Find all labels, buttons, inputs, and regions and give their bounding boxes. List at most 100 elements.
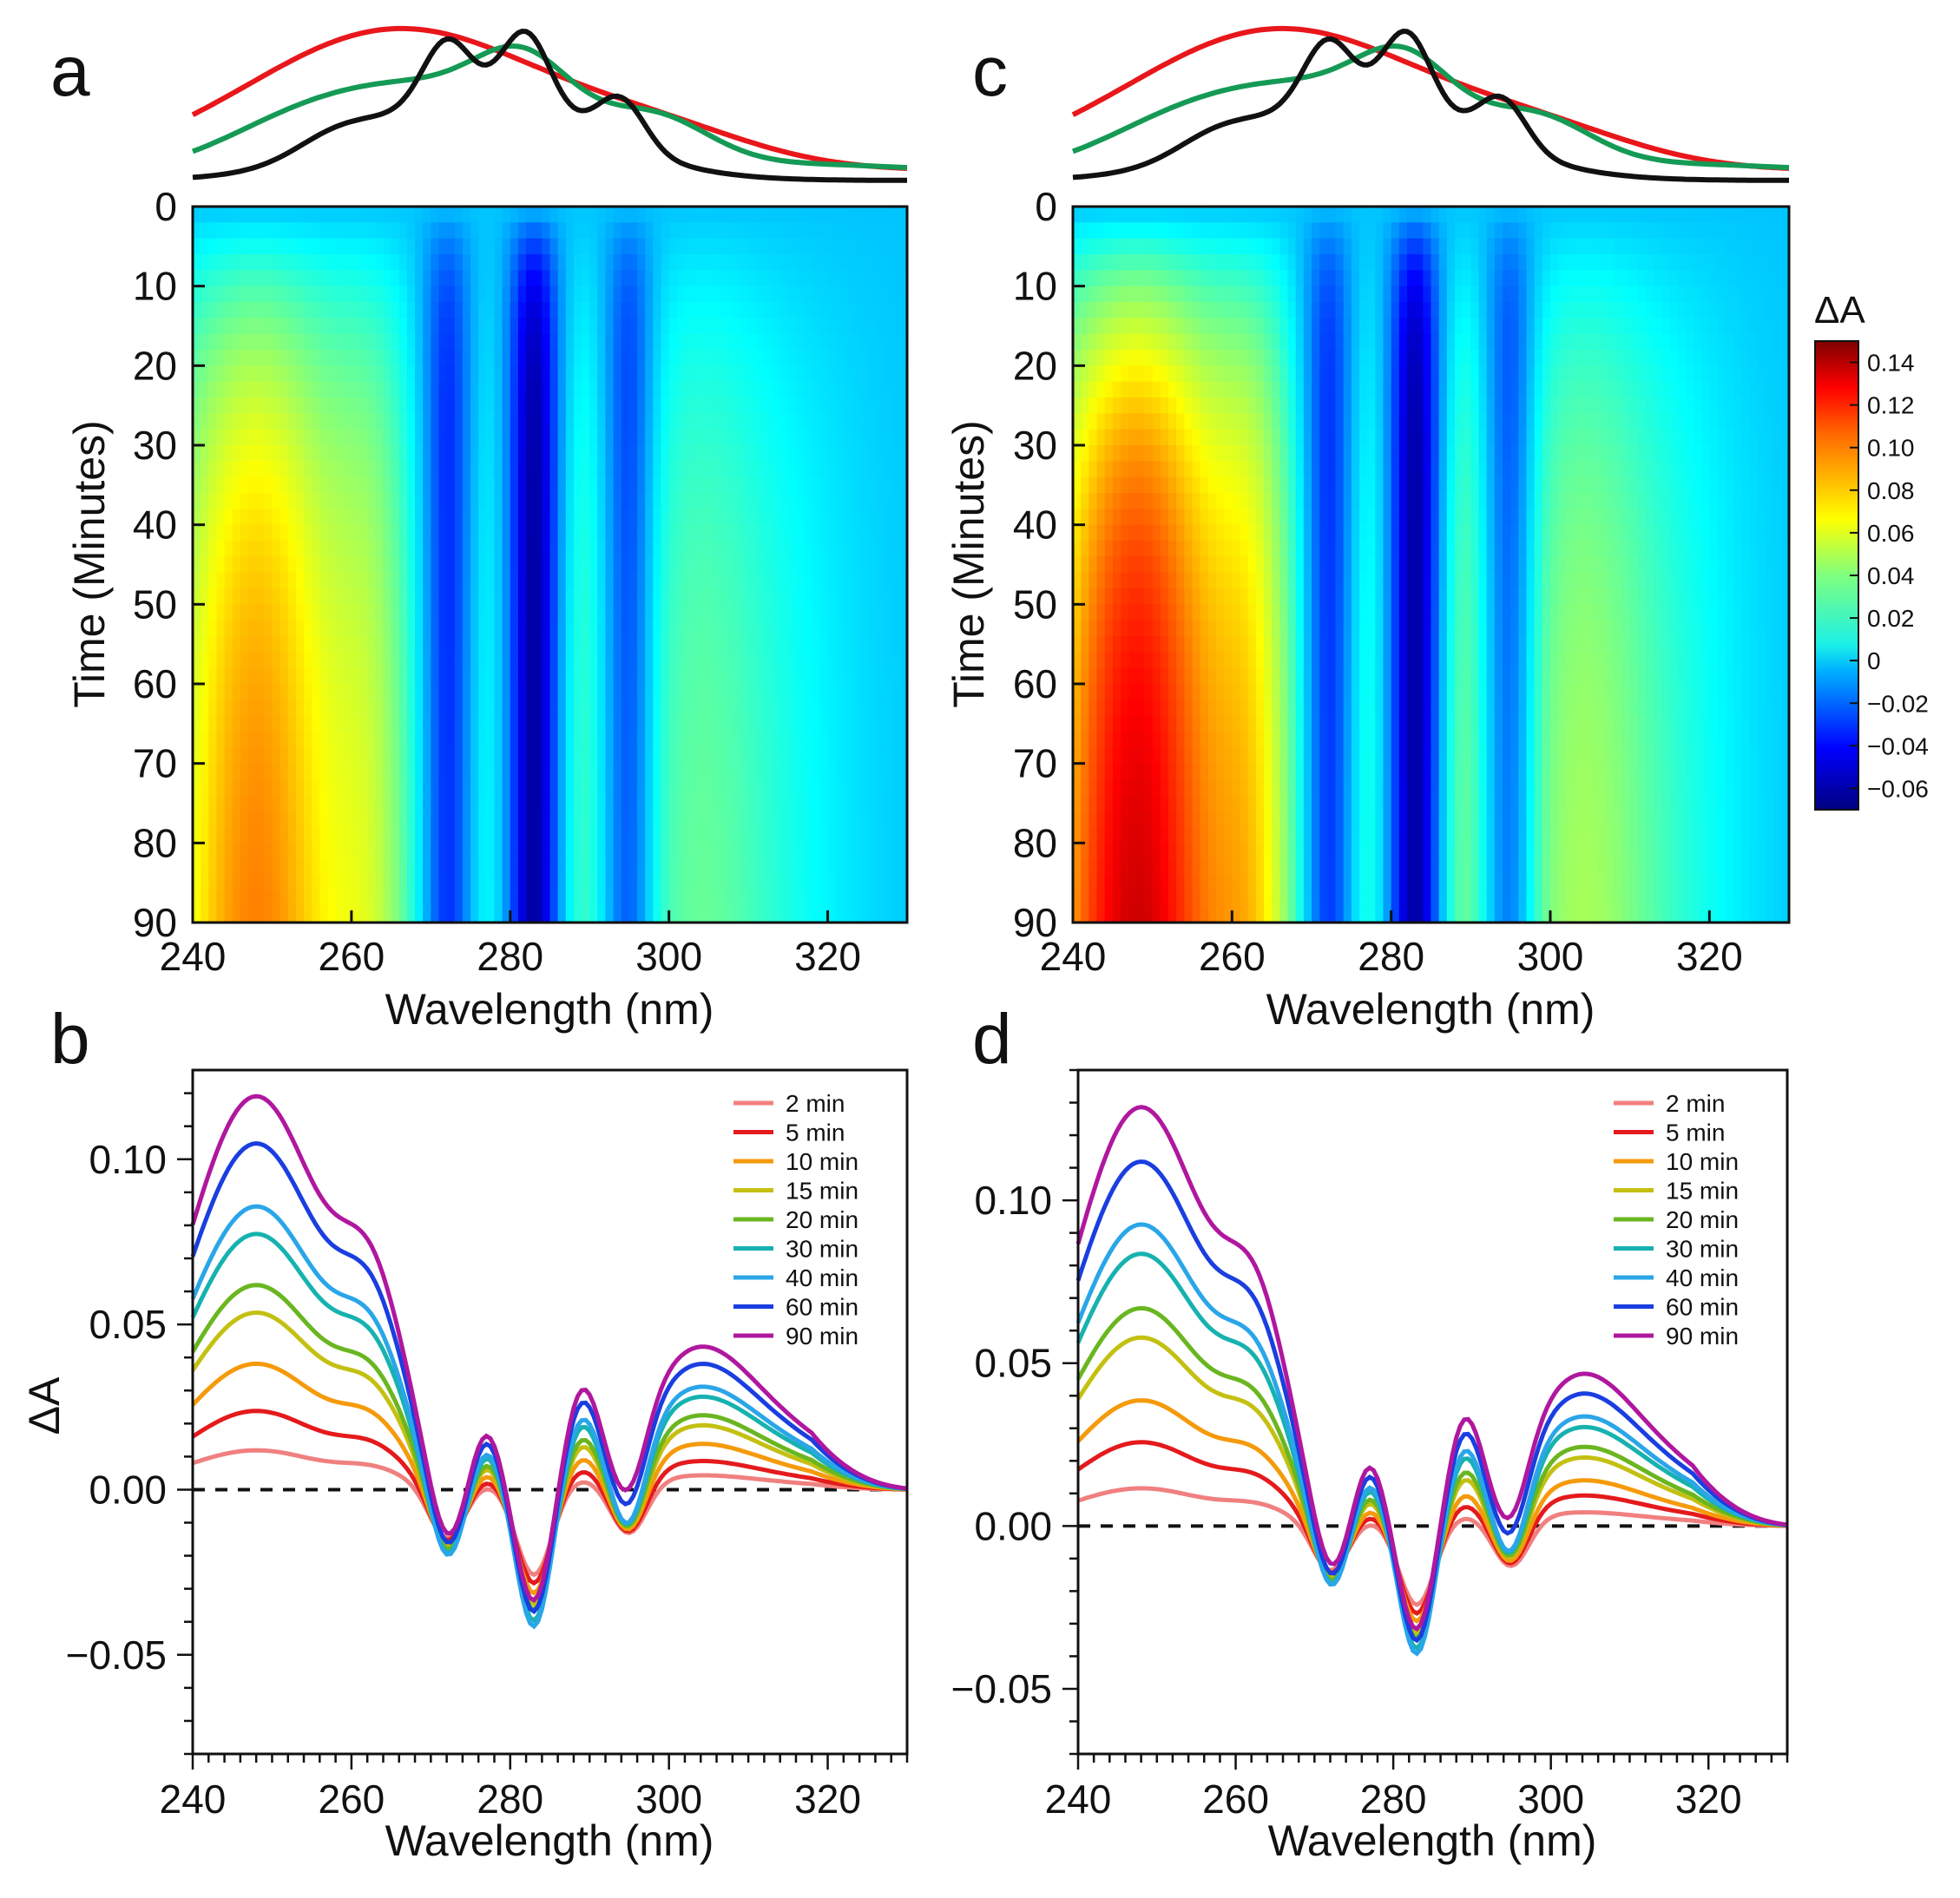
heatmap-cell: [851, 238, 860, 255]
heatmap-cell: [891, 652, 900, 669]
heatmap-cell: [1773, 333, 1782, 351]
heatmap-cell: [1398, 207, 1408, 223]
heatmap-cell: [693, 302, 701, 319]
heatmap-cell: [494, 890, 503, 908]
heatmap-cell: [502, 524, 511, 542]
heatmap-cell: [248, 333, 257, 351]
heatmap-cell: [1470, 350, 1480, 366]
heatmap-cell: [628, 238, 638, 255]
heatmap-cell: [898, 699, 908, 717]
heatmap-cell: [582, 461, 590, 478]
heatmap-cell: [859, 445, 868, 462]
heatmap-cell: [208, 858, 218, 876]
heatmap-cell: [875, 509, 885, 526]
heatmap-cell: [327, 429, 337, 446]
heatmap-cell: [1654, 238, 1662, 255]
heatmap-cell: [256, 747, 265, 765]
heatmap-cell: [208, 556, 218, 574]
heatmap-cell: [835, 381, 845, 398]
heatmap-cell: [1654, 222, 1662, 240]
heatmap-cell: [280, 461, 289, 478]
heatmap-cell: [613, 270, 622, 287]
heatmap-cell: [486, 604, 496, 621]
heatmap-cell: [1749, 286, 1758, 303]
heatmap-cell: [645, 652, 654, 669]
heatmap-cell: [542, 350, 551, 366]
heatmap-cell: [653, 350, 662, 366]
heatmap-cell: [740, 715, 749, 732]
heatmap-cell: [1255, 238, 1265, 255]
heatmap-cell: [1192, 222, 1201, 240]
heatmap-cell: [684, 779, 694, 796]
heatmap-cell: [1089, 238, 1098, 255]
heatmap-cell: [1463, 302, 1471, 319]
heatmap-cell: [526, 636, 535, 653]
heatmap-cell: [327, 238, 337, 255]
heatmap-cell: [613, 333, 622, 351]
heatmap-cell: [359, 906, 368, 923]
heatmap-cell: [304, 858, 312, 876]
heatmap-cell: [693, 397, 701, 414]
heatmap-cell: [549, 779, 559, 796]
heatmap-cell: [1176, 238, 1185, 255]
heatmap-cell: [1438, 286, 1448, 303]
heatmap-cell: [779, 509, 789, 526]
heatmap-cell: [573, 302, 582, 319]
heatmap-cell: [486, 667, 496, 685]
heatmap-cell: [843, 636, 852, 653]
heatmap-cell: [812, 890, 821, 908]
heatmap-cell: [819, 684, 829, 700]
heatmap-cell: [256, 350, 265, 366]
heatmap-cell: [216, 476, 226, 494]
heatmap-cell: [605, 413, 615, 430]
heatmap-cell: [264, 286, 273, 303]
heatmap-cell: [1160, 302, 1169, 319]
heatmap-cell: [517, 413, 527, 430]
heatmap-cell: [684, 906, 694, 923]
heatmap-cell: [470, 858, 479, 876]
heatmap-cell: [256, 476, 265, 494]
heatmap-cell: [232, 381, 241, 398]
heatmap-cell: [804, 858, 812, 876]
heatmap-cell: [1073, 238, 1082, 255]
heatmap-cell: [295, 732, 305, 748]
heatmap-cell: [295, 811, 305, 828]
heatmap-cell: [287, 763, 297, 780]
heatmap-cell: [668, 604, 678, 621]
heatmap-cell: [867, 254, 877, 271]
heatmap-cell: [272, 350, 281, 366]
heatmap-cell: [470, 476, 479, 494]
heatmap-cell: [589, 509, 598, 526]
heatmap-cell: [605, 779, 615, 796]
heatmap-cell: [208, 238, 218, 255]
heatmap-cell: [1717, 254, 1727, 271]
heatmap-cell: [653, 318, 662, 335]
heatmap-cell: [517, 254, 527, 271]
heatmap-cell: [653, 381, 662, 398]
heatmap-cell: [668, 715, 678, 732]
heatmap-cell: [486, 318, 496, 335]
heatmap-cell: [589, 222, 598, 240]
heatmap-cell: [406, 493, 416, 509]
heatmap-cell: [312, 524, 320, 542]
heatmap-cell: [1367, 270, 1376, 287]
heatmap-cell: [446, 238, 456, 255]
heatmap-cell: [573, 461, 582, 478]
heatmap-cell: [898, 636, 908, 653]
heatmap-cell: [748, 684, 757, 700]
heatmap-cell: [653, 445, 662, 462]
heatmap-cell: [1207, 333, 1217, 351]
heatmap-cell: [779, 636, 789, 653]
heatmap-cell: [693, 652, 701, 669]
heatmap-cell: [391, 238, 400, 255]
heatmap-cell: [415, 238, 424, 255]
heatmap-cell: [883, 461, 892, 478]
heatmap-cell: [819, 747, 829, 765]
heatmap-cell: [589, 333, 598, 351]
heatmap-cell: [398, 365, 408, 383]
heatmap-cell: [637, 413, 646, 430]
heatmap-cell: [1287, 333, 1297, 351]
heatmap-cell: [1574, 350, 1583, 366]
heatmap-cell: [582, 747, 590, 765]
heatmap-cell: [478, 620, 487, 637]
